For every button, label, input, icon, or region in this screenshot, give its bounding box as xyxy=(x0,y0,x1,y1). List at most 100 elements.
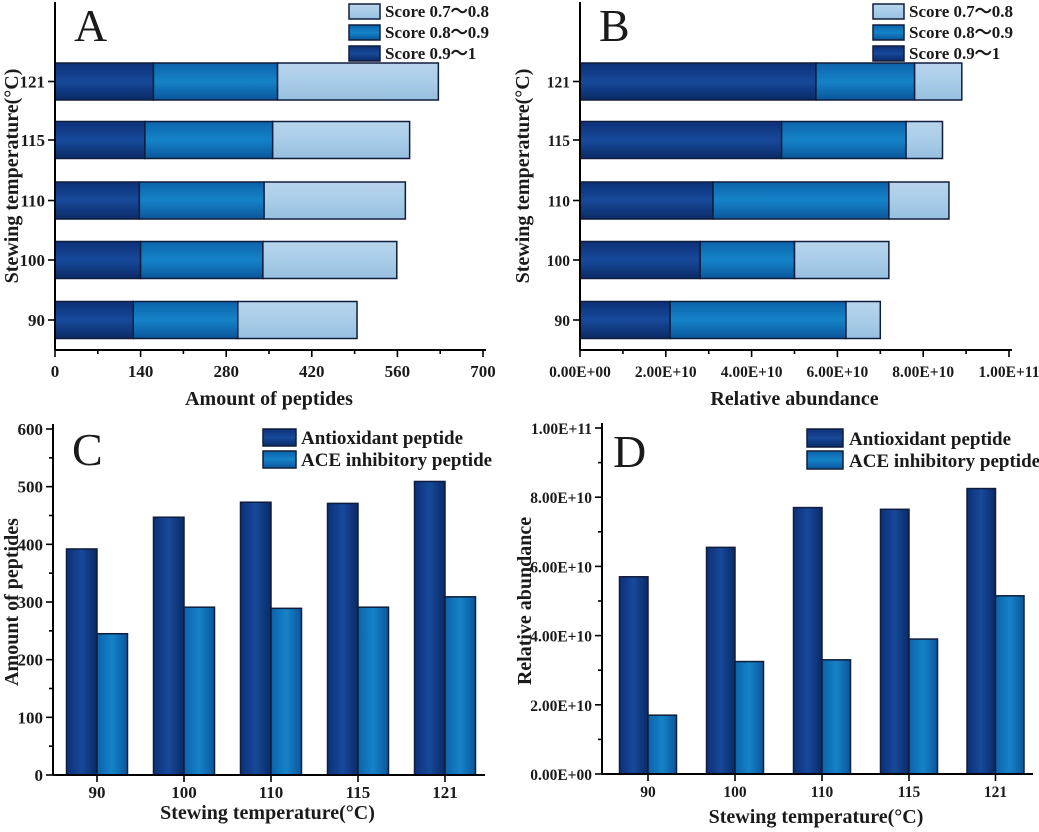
panel-d-chart: 90 100 110 115 121 0.00E+00 2.00E+10 4.00E+10 6.… xyxy=(514,421,1039,828)
y-tick-label: 110 xyxy=(20,192,45,211)
x-tick-label: 280 xyxy=(213,362,239,381)
legend-swatch-score-0-8-0-9 xyxy=(348,24,381,41)
bar-121-score-0-7-0-8 xyxy=(276,62,440,101)
y-tick-label: 4.00E+10 xyxy=(530,629,592,646)
legend-label-score-0-7-0-8: Score 0.7～0.8 xyxy=(385,2,489,21)
legend-swatch-score-0-7-0-8 xyxy=(872,3,905,20)
x-tick-label: 420 xyxy=(299,362,325,381)
bar-121-antioxidant-peptide xyxy=(966,487,997,775)
legend-swatch-score-0-9-1 xyxy=(348,45,381,62)
y-tick-label: 121 xyxy=(20,73,46,92)
x-tick-label: 4.00E+10 xyxy=(721,364,783,381)
bar-110-score-0-9-1 xyxy=(579,181,714,220)
bar-115-score-0-7-0-8 xyxy=(271,120,411,160)
bar-115-ace-inhibitory-peptide xyxy=(908,638,939,775)
x-axis-title: Relative abundance xyxy=(710,388,878,410)
bar-121-score-0-8-0-9 xyxy=(152,62,279,101)
bar-115-score-0-8-0-9 xyxy=(144,120,274,160)
y-tick-label: 500 xyxy=(18,478,44,497)
bar-110-score-0-7-0-8 xyxy=(263,181,407,220)
bar-100-score-0-7-0-8 xyxy=(262,240,398,280)
bar-110-ace-inhibitory-peptide xyxy=(270,607,303,776)
bar-100-antioxidant-peptide xyxy=(705,546,736,775)
y-tick-label: 100 xyxy=(20,251,46,270)
legend-label-score-0-8-0-9: Score 0.8～0.9 xyxy=(385,23,489,42)
legend-swatch-antioxidant-peptide xyxy=(806,428,844,448)
y-tick-label: 0.00E+00 xyxy=(530,767,592,784)
y-tick-label: 115 xyxy=(548,133,571,150)
panel-c: 90 100 110 115 121 0 100 200 300 400 500 600 Stewing… xyxy=(0,416,519,832)
y-tick-label: 8.00E+10 xyxy=(530,490,592,507)
bar-90-ace-inhibitory-peptide xyxy=(647,714,678,775)
legend-label-score-0-7-0-8: Score 0.7～0.8 xyxy=(909,2,1013,21)
y-tick-label: 400 xyxy=(18,535,44,554)
x-tick-label: 100 xyxy=(723,784,747,801)
bar-115-score-0-7-0-8 xyxy=(905,120,944,160)
bar-115-score-0-9-1 xyxy=(54,120,146,160)
bar-90-ace-inhibitory-peptide xyxy=(96,632,129,776)
bar-115-score-0-9-1 xyxy=(579,120,783,160)
legend-label-score-0-9-1: Score 0.9～1 xyxy=(385,44,476,63)
bar-110-antioxidant-peptide xyxy=(792,506,823,775)
y-axis-title: Stewing temperature(°C) xyxy=(512,69,534,284)
bar-90-score-0-9-1 xyxy=(54,300,135,340)
legend-label-score-0-9-1: Score 0.9～1 xyxy=(909,44,1000,63)
bar-90-score-0-7-0-8 xyxy=(237,300,358,340)
y-tick-label: 600 xyxy=(18,420,44,439)
x-tick-label: 6.00E+10 xyxy=(807,364,869,381)
x-tick-label: 0 xyxy=(51,362,60,381)
bar-90-score-0-8-0-9 xyxy=(669,300,847,340)
bar-100-score-0-7-0-8 xyxy=(793,240,890,280)
y-tick-label: 2.00E+10 xyxy=(530,698,592,715)
y-tick-label: 100 xyxy=(18,708,44,727)
y-tick-label: 90 xyxy=(28,311,45,330)
y-tick-label: 0 xyxy=(35,766,44,785)
bar-90-score-0-7-0-8 xyxy=(845,300,882,340)
y-tick-label: 100 xyxy=(547,253,571,270)
bar-115-ace-inhibitory-peptide xyxy=(357,606,390,776)
y-tick-label: 121 xyxy=(547,75,570,92)
y-tick-label: 200 xyxy=(18,651,44,670)
bar-100-score-0-9-1 xyxy=(54,240,142,280)
legend-label-ace-inhibitory-peptide: ACE inhibitory peptide xyxy=(301,450,492,471)
x-tick-label: 8.00E+10 xyxy=(892,364,954,381)
bar-115-score-0-8-0-9 xyxy=(780,120,907,160)
x-tick-label: 110 xyxy=(259,783,284,802)
legend-swatch-score-0-8-0-9 xyxy=(872,24,905,41)
y-tick-label: 6.00E+10 xyxy=(530,559,592,576)
bar-115-antioxidant-peptide xyxy=(326,502,359,776)
y-axis-title: Amount of peptides xyxy=(1,518,23,686)
bar-121-score-0-9-1 xyxy=(54,62,155,101)
legend-label-antioxidant-peptide: Antioxidant peptide xyxy=(849,429,1011,450)
panel-b: 90 100 110 115 121 0.00E+00 2.00E+10 4.00E+10 6.… xyxy=(512,0,1039,416)
x-tick-label: 115 xyxy=(898,784,921,801)
y-tick-label: 300 xyxy=(18,593,44,612)
x-tick-label: 90 xyxy=(89,783,106,802)
bar-100-score-0-8-0-9 xyxy=(139,240,264,280)
legend-swatch-ace-inhibitory-peptide xyxy=(806,450,844,470)
x-tick-label: 110 xyxy=(811,784,834,801)
x-axis-title: Stewing temperature(°C) xyxy=(160,802,375,824)
bar-121-score-0-7-0-8 xyxy=(913,62,963,101)
bar-115-antioxidant-peptide xyxy=(879,508,910,775)
panel-label: D xyxy=(613,426,646,477)
bar-121-antioxidant-peptide xyxy=(413,480,446,776)
x-tick-label: 1.00E+11 xyxy=(979,364,1039,381)
y-tick-label: 90 xyxy=(555,313,571,330)
x-tick-label: 121 xyxy=(984,784,1007,801)
x-axis-title: Amount of peptides xyxy=(185,388,353,410)
bar-121-ace-inhibitory-peptide xyxy=(994,595,1025,775)
x-tick-label: 90 xyxy=(640,784,656,801)
x-tick-label: 700 xyxy=(470,362,496,381)
bar-110-score-0-9-1 xyxy=(54,181,141,220)
legend-label-antioxidant-peptide: Antioxidant peptide xyxy=(301,428,463,449)
x-tick-label: 560 xyxy=(385,362,411,381)
bar-90-score-0-8-0-9 xyxy=(132,300,239,340)
bar-100-score-0-9-1 xyxy=(579,240,701,280)
bar-121-score-0-8-0-9 xyxy=(815,62,916,101)
bar-110-score-0-7-0-8 xyxy=(888,181,950,220)
panel-label: A xyxy=(74,0,107,51)
legend-swatch-antioxidant-peptide xyxy=(262,428,297,447)
x-axis-title: Stewing temperature(°C) xyxy=(709,806,924,828)
